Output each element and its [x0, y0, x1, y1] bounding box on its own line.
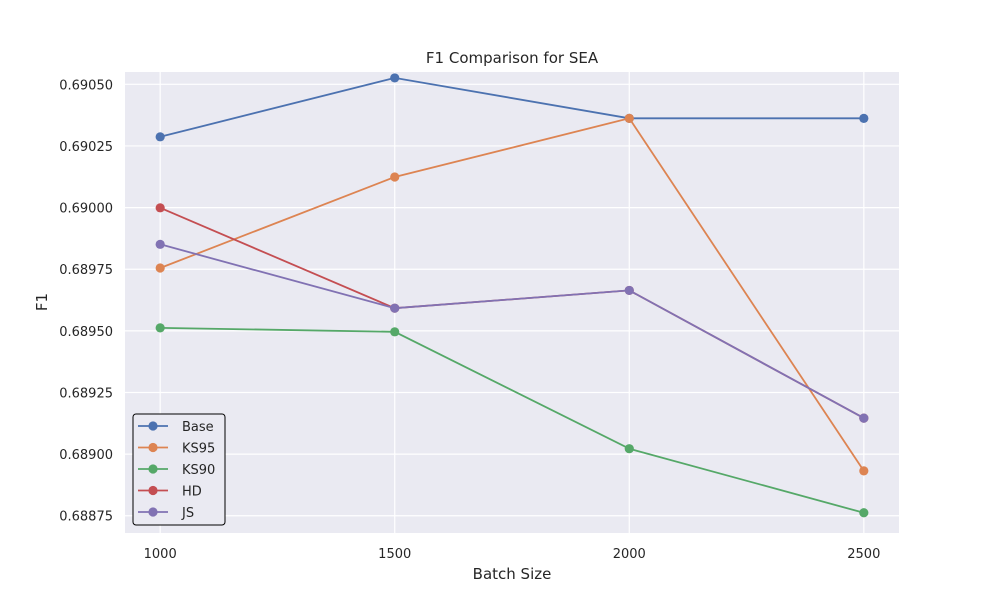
y-tick-label: 0.68900: [59, 448, 113, 463]
data-point: [390, 303, 400, 313]
y-axis-ticks: 0.68875 0.68900 0.68925 0.68950 0.68975 0.690…: [59, 78, 113, 524]
series-line: [159, 117, 865, 472]
legend-box: [132, 413, 226, 526]
y-tick-label: 0.69000: [59, 202, 113, 217]
x-tick-label: 1000: [144, 547, 177, 562]
x-axis-ticks: 1000 1500 2000 2500: [144, 547, 881, 562]
data-point: [859, 113, 869, 123]
data-point: [155, 239, 165, 249]
y-tick-label: 0.69050: [59, 78, 113, 93]
data-point: [624, 113, 634, 123]
data-point: [155, 263, 165, 273]
legend-label: JS: [181, 506, 194, 521]
x-tick-label: 1500: [378, 547, 411, 562]
series-layer: [155, 73, 869, 518]
data-point: [859, 466, 869, 476]
data-point: [155, 132, 165, 142]
series-ks95: [155, 113, 869, 476]
legend: Base KS95 KS90 HD JS: [132, 413, 226, 526]
x-tick-label: 2500: [847, 547, 880, 562]
data-point: [155, 203, 165, 213]
legend-marker: [148, 442, 158, 453]
legend-marker: [148, 507, 158, 517]
plot-background: [125, 72, 899, 533]
series-line: [159, 76, 864, 138]
data-point: [390, 172, 400, 182]
x-axis-label: Batch Size: [473, 565, 552, 583]
data-point: [390, 327, 400, 337]
data-point: [624, 285, 634, 296]
series-js: [155, 239, 869, 423]
data-point: [859, 508, 869, 518]
data-point: [155, 323, 165, 333]
legend-label: KS90: [182, 463, 215, 478]
y-tick-label: 0.68975: [59, 263, 113, 278]
legend-label: HD: [182, 485, 202, 500]
chart-title: F1 Comparison for SEA: [426, 49, 599, 67]
data-point: [624, 444, 634, 454]
legend-marker: [148, 485, 158, 496]
legend-marker: [148, 421, 158, 431]
y-tick-label: 0.68925: [59, 386, 113, 401]
data-point: [859, 413, 869, 423]
series-line: [160, 327, 865, 514]
series-line: [159, 243, 865, 419]
legend-label: KS95: [182, 442, 215, 457]
y-tick-label: 0.69025: [59, 140, 113, 155]
y-tick-label: 0.68875: [59, 510, 113, 525]
data-point: [390, 73, 400, 83]
series-ks90: [155, 323, 869, 518]
grid: [125, 72, 899, 533]
y-tick-label: 0.68950: [59, 325, 113, 340]
x-tick-label: 2000: [613, 547, 646, 562]
y-axis-label: F1: [33, 293, 51, 311]
legend-marker: [148, 464, 158, 474]
legend-label: Base: [182, 420, 214, 435]
